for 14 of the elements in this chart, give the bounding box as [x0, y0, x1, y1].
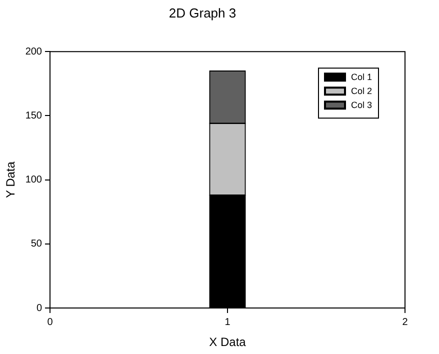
- y-tick-label: 200: [25, 46, 42, 58]
- y-tick-label: 100: [25, 174, 42, 186]
- y-tick-label: 0: [36, 302, 42, 314]
- x-tick-label: 2: [402, 316, 408, 328]
- x-axis-title: X Data: [209, 335, 246, 350]
- y-axis-title: Y Data: [4, 161, 18, 198]
- x-tick-label: 0: [47, 316, 54, 328]
- chart-title: 2D Graph 3: [168, 5, 236, 20]
- y-tick-label: 150: [25, 110, 42, 122]
- legend-label: Col 3: [351, 100, 372, 110]
- y-tick-label: 50: [30, 238, 42, 250]
- x-tick-label: 1: [224, 316, 231, 328]
- legend-label: Col 1: [351, 72, 372, 82]
- legend-label: Col 2: [351, 86, 372, 96]
